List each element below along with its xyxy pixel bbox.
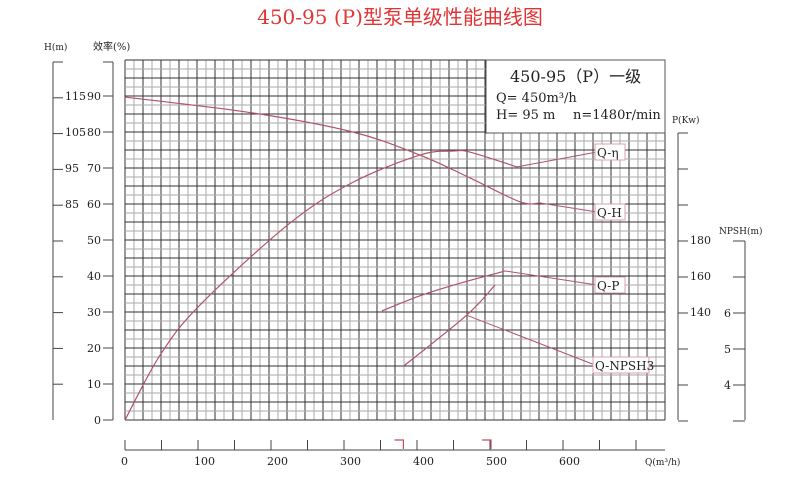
label-box-q-npsh3 — [592, 356, 650, 374]
curve-q-npsh3 — [403, 284, 496, 367]
efficiency-tick-label: 20 — [87, 342, 101, 355]
curve-labels: Q-H Q-η Q-P Q-NPSH3 — [592, 143, 654, 374]
q-tick-label: 500 — [486, 455, 507, 468]
power-tick-label: 140 — [690, 306, 711, 319]
efficiency-tick-label: 90 — [87, 90, 101, 103]
power-tick-label: 160 — [690, 270, 711, 283]
curve-q-h — [124, 96, 540, 205]
efficiency-tick-label: 0 — [94, 414, 101, 427]
efficiency-tick-label: 10 — [87, 378, 101, 391]
label-q-p: Q-P — [597, 279, 619, 293]
axes: H(m)85951051150102030405060708090效率(%)P(… — [44, 40, 763, 468]
efficiency-tick-label: 70 — [87, 162, 101, 175]
info-box: 450-95（P）一级 Q= 450m³/h H= 95 m n=1480r/m… — [485, 59, 666, 134]
efficiency-tick-label: 50 — [87, 234, 101, 247]
leader-q-npsh3 — [466, 314, 596, 366]
curve-q-p — [381, 270, 506, 312]
efficiency-axis-label: 效率(%) — [93, 40, 130, 53]
q-tick-label: 200 — [267, 455, 288, 468]
operating-range-marker — [482, 439, 492, 449]
efficiency-tick-label: 80 — [87, 126, 101, 139]
label-box-q-eta — [594, 143, 626, 161]
npsh-tick-label: 5 — [724, 343, 731, 356]
info-speed: n=1480r/min — [573, 108, 661, 123]
curves — [124, 96, 598, 421]
head-tick-label: 105 — [65, 126, 86, 139]
head-tick-label: 95 — [65, 162, 79, 175]
operating-range-marker — [394, 439, 404, 449]
curve-q-eta — [124, 149, 518, 421]
q-tick-label: 0 — [121, 455, 128, 468]
head-axis-label: H(m) — [44, 42, 67, 53]
q-tick-label: 600 — [559, 455, 580, 468]
leader-q-p — [505, 270, 598, 286]
power-tick-label: 180 — [690, 234, 711, 247]
q-axis-label: Q(m³/h) — [645, 457, 680, 468]
q-tick-label: 400 — [413, 455, 434, 468]
power-axis-label: P(Kw) — [672, 115, 700, 126]
efficiency-tick-label: 30 — [87, 306, 101, 319]
leader-q-h — [539, 202, 598, 213]
head-tick-label: 85 — [65, 198, 79, 211]
label-q-npsh3: Q-NPSH3 — [595, 359, 654, 373]
efficiency-tick-label: 60 — [87, 198, 101, 211]
npsh-tick-label: 4 — [724, 379, 731, 392]
efficiency-tick-label: 40 — [87, 270, 101, 283]
info-model: 450-95（P）一级 — [510, 67, 641, 86]
q-tick-label: 100 — [194, 455, 215, 468]
info-flow: Q= 450m³/h — [496, 91, 577, 106]
leader-q-eta — [516, 151, 598, 168]
label-q-h: Q-H — [597, 206, 622, 220]
npsh-tick-label: 6 — [724, 307, 731, 320]
label-q-eta: Q-η — [597, 146, 619, 160]
label-box-q-h — [594, 203, 626, 221]
head-tick-label: 115 — [65, 90, 86, 103]
chart-title: 450-95 (P)型泵单级性能曲线图 — [257, 5, 543, 29]
q-tick-label: 300 — [340, 455, 361, 468]
npsh-axis-label: NPSH(m) — [719, 226, 763, 237]
label-box-q-p — [594, 276, 626, 294]
info-head: H= 95 m — [496, 108, 555, 123]
